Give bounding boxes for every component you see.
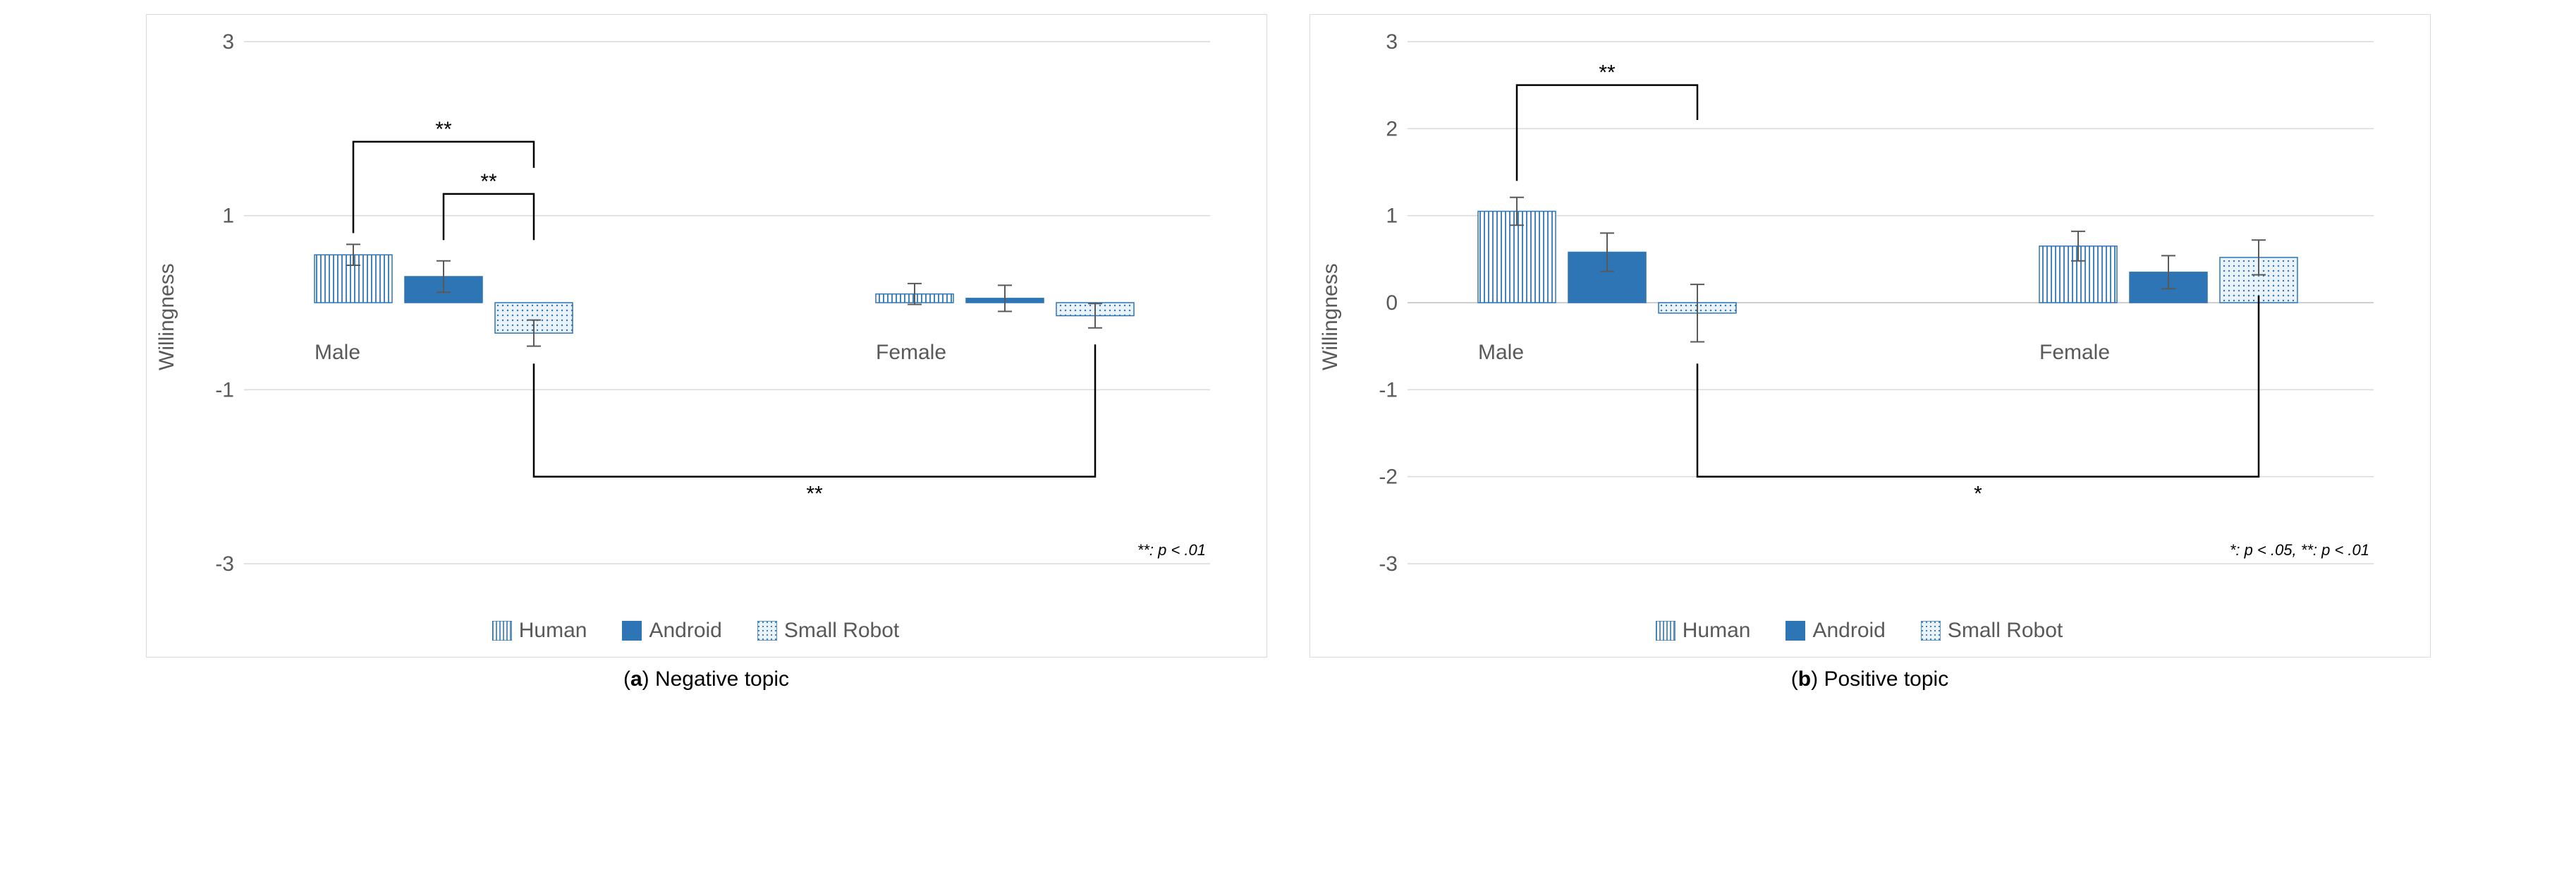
legend-a: Human Android Small Robot (154, 606, 1238, 650)
caption-b: (b) Positive topic (1791, 667, 1948, 691)
pattern-solid-icon (1786, 621, 1805, 641)
group-label: Male (1478, 341, 1524, 364)
svg-text:3: 3 (1386, 30, 1398, 54)
svg-text:2: 2 (1386, 117, 1398, 140)
legend-item-android: Android (622, 619, 721, 643)
bar-chart-a: -3 -1 1 3 Male Female ** ** ** **: p < .01 (181, 28, 1238, 606)
caption-a: (a) Negative topic (623, 667, 789, 691)
svg-text:0: 0 (1386, 291, 1398, 315)
legend-item-human: Human (492, 619, 587, 643)
legend-item-human: Human (1656, 619, 1751, 643)
legend-item-android: Android (1786, 619, 1885, 643)
svg-text:-2: -2 (1379, 466, 1398, 489)
legend-b: Human Android Small Robot (1317, 606, 2402, 650)
y-axis-label-a: Willingness (154, 28, 181, 606)
p-value-footnote: **: p < .01 (1137, 541, 1205, 559)
y-axis-label-b: Willingness (1317, 28, 1344, 606)
group-label: Female (876, 341, 946, 364)
legend-label: Human (1683, 619, 1751, 643)
panel-negative-topic: Willingness -3 -1 1 3 Male Female ** ** ** **: p … (146, 14, 1267, 691)
significance-label: * (1974, 483, 1982, 506)
svg-text:-3: -3 (1379, 552, 1398, 576)
legend-item-small-robot: Small Robot (1921, 619, 2063, 643)
panel-positive-topic: Willingness -3-2-10123MaleFemale****: p … (1310, 14, 2431, 691)
significance-label: ** (806, 483, 823, 506)
svg-text:-1: -1 (215, 378, 234, 401)
legend-label: Human (519, 619, 587, 643)
bar-chart-b: -3-2-10123MaleFemale****: p < .05, **: p… (1344, 28, 2402, 606)
group-label: Male (315, 341, 360, 364)
chart-frame-b: Willingness -3-2-10123MaleFemale****: p … (1310, 14, 2431, 658)
pattern-dots-icon (1921, 621, 1941, 641)
significance-label: ** (1599, 61, 1616, 85)
legend-label: Android (649, 619, 721, 643)
p-value-footnote: *: p < .05, **: p < .01 (2229, 541, 2369, 559)
significance-label: ** (435, 118, 452, 141)
legend-label: Small Robot (1948, 619, 2063, 643)
svg-text:-1: -1 (1379, 378, 1398, 401)
svg-text:3: 3 (222, 30, 234, 54)
group-label: Female (2039, 341, 2110, 364)
pattern-dots-icon (757, 621, 777, 641)
svg-text:1: 1 (1386, 205, 1398, 228)
pattern-vertical-icon (1656, 621, 1675, 641)
significance-bracket (1517, 85, 1697, 181)
legend-item-small-robot: Small Robot (757, 619, 899, 643)
legend-label: Android (1812, 619, 1885, 643)
chart-frame-a: Willingness -3 -1 1 3 Male Female ** ** ** **: p … (146, 14, 1267, 658)
significance-bracket (534, 344, 1095, 476)
legend-label: Small Robot (784, 619, 899, 643)
significance-label: ** (480, 170, 497, 193)
pattern-solid-icon (622, 621, 642, 641)
pattern-vertical-icon (492, 621, 512, 641)
svg-text:1: 1 (222, 205, 234, 228)
significance-bracket (444, 194, 534, 240)
svg-text:-3: -3 (215, 552, 234, 576)
significance-bracket (1697, 296, 2259, 477)
